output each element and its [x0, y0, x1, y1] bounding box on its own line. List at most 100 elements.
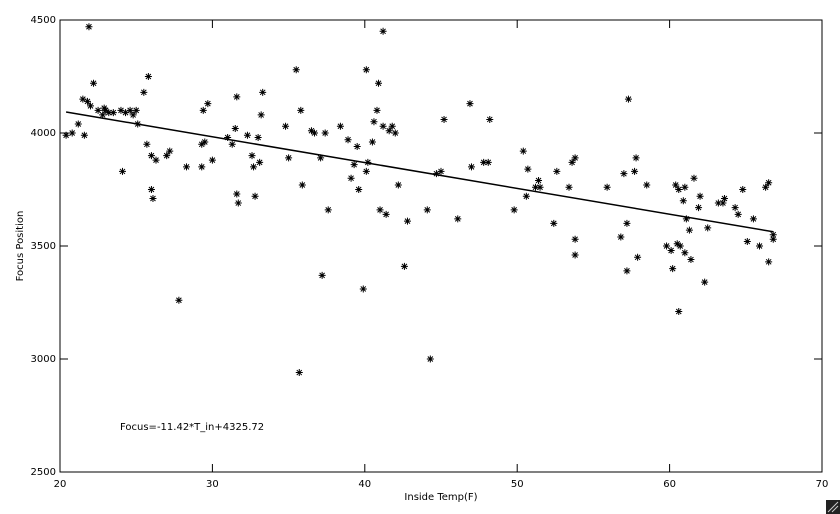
point [132, 106, 140, 114]
point [426, 355, 434, 363]
point [749, 215, 757, 223]
point [437, 167, 445, 175]
x-axis-label: Inside Temp(F) [404, 492, 477, 503]
point [762, 183, 770, 191]
point [152, 156, 160, 164]
point [440, 115, 448, 123]
point [248, 152, 256, 160]
point [510, 206, 518, 214]
point [350, 161, 358, 169]
point [568, 158, 576, 166]
point [553, 167, 561, 175]
point [324, 206, 332, 214]
point [522, 192, 530, 200]
point [140, 88, 148, 96]
point [704, 224, 712, 232]
point [690, 174, 698, 182]
point [233, 93, 241, 101]
point [90, 79, 98, 87]
point [769, 231, 777, 239]
point [370, 118, 378, 126]
x-tick-label: 70 [816, 479, 829, 490]
point [99, 111, 107, 119]
point [122, 109, 130, 117]
point [126, 106, 134, 114]
point [175, 296, 183, 304]
point [282, 122, 290, 130]
point [198, 140, 206, 148]
point [307, 127, 315, 135]
point [359, 285, 367, 293]
point [224, 134, 232, 142]
point [394, 181, 402, 189]
point [199, 106, 207, 114]
point [204, 100, 212, 108]
y-tick-label: 3500 [31, 241, 56, 252]
point [467, 163, 475, 171]
point [257, 111, 265, 119]
point [432, 170, 440, 178]
point [311, 129, 319, 137]
point [74, 120, 82, 128]
point [714, 199, 722, 207]
point [681, 183, 689, 191]
point [454, 215, 462, 223]
point [166, 147, 174, 155]
point [94, 106, 102, 114]
point [129, 111, 137, 119]
point [667, 247, 675, 255]
point [672, 181, 680, 189]
point [68, 129, 76, 137]
point [368, 138, 376, 146]
point [62, 131, 70, 139]
point [388, 122, 396, 130]
point [536, 183, 544, 191]
point [347, 174, 355, 182]
point [743, 237, 751, 245]
point [423, 206, 431, 214]
point [632, 154, 640, 162]
point [118, 167, 126, 175]
point [519, 147, 527, 155]
point [86, 102, 94, 110]
point [631, 167, 639, 175]
point [685, 226, 693, 234]
point [321, 129, 329, 137]
point [731, 204, 739, 212]
point [765, 258, 773, 266]
point [484, 158, 492, 166]
point [147, 186, 155, 193]
point [571, 154, 579, 162]
point [385, 127, 393, 135]
point [480, 158, 488, 166]
point [696, 192, 704, 200]
point [163, 152, 171, 160]
point [147, 152, 155, 160]
point [297, 106, 305, 114]
corner-icon [826, 500, 840, 514]
point [250, 163, 258, 171]
point [623, 267, 631, 275]
point [624, 95, 632, 103]
point [109, 109, 117, 117]
point [571, 251, 579, 259]
point [80, 131, 88, 139]
point [403, 217, 411, 225]
point [379, 27, 387, 35]
point [234, 199, 242, 207]
point [228, 140, 236, 148]
point [79, 95, 87, 103]
point [100, 104, 108, 112]
point [524, 165, 532, 173]
point [739, 186, 747, 193]
point [231, 124, 239, 132]
point [682, 215, 690, 223]
point [675, 308, 683, 316]
point [679, 197, 687, 205]
point [243, 131, 251, 139]
point [256, 158, 264, 166]
x-tick-label: 20 [54, 479, 67, 490]
point [375, 79, 383, 87]
